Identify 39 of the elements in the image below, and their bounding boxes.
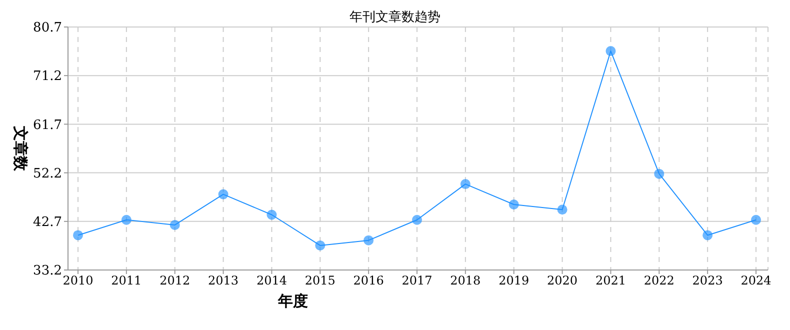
y-tick-label: 33.2 — [33, 264, 62, 279]
point — [460, 179, 470, 190]
x-tick-label: 2013 — [208, 274, 239, 288]
y-tick-label: 52.2 — [33, 166, 62, 182]
point — [508, 200, 519, 210]
x-tick-label: 2019 — [498, 274, 530, 288]
point — [606, 46, 616, 56]
x-tick-label: 2020 — [547, 274, 578, 288]
y-tick-label: 71.2 — [33, 69, 62, 84]
point — [218, 189, 228, 200]
y-tick-label: 80.7 — [33, 20, 62, 36]
x-tick-label: 2022 — [644, 274, 674, 288]
point — [702, 230, 713, 240]
y-tick-label: 42.7 — [33, 215, 62, 230]
x-tick-label: 2011 — [111, 274, 142, 288]
point — [315, 240, 326, 250]
point — [364, 235, 374, 246]
y-tick-label: 61.7 — [33, 118, 62, 133]
point — [751, 214, 761, 225]
y-axis-title: 文章数 — [12, 125, 30, 172]
point — [654, 168, 664, 179]
x-tick-label: 2024 — [740, 274, 772, 288]
x-tick-label: 2018 — [450, 274, 481, 288]
point — [557, 204, 568, 215]
x-axis-title: 年度 — [278, 292, 308, 311]
point — [73, 230, 83, 240]
point — [121, 214, 132, 225]
x-tick-label: 2014 — [256, 274, 288, 288]
chart-title: 年刊文章数趋势 — [350, 10, 440, 25]
x-tick-label: 2012 — [160, 274, 190, 288]
x-tick-label: 2015 — [304, 274, 336, 288]
point — [170, 220, 180, 230]
x-tick-label: 2023 — [692, 274, 723, 288]
x-tick-label: 2017 — [402, 274, 432, 288]
point — [266, 210, 277, 220]
x-tick-label: 2010 — [62, 274, 94, 288]
x-tick-label: 2021 — [595, 274, 626, 288]
point — [412, 214, 422, 225]
x-tick-label: 2016 — [353, 274, 384, 288]
